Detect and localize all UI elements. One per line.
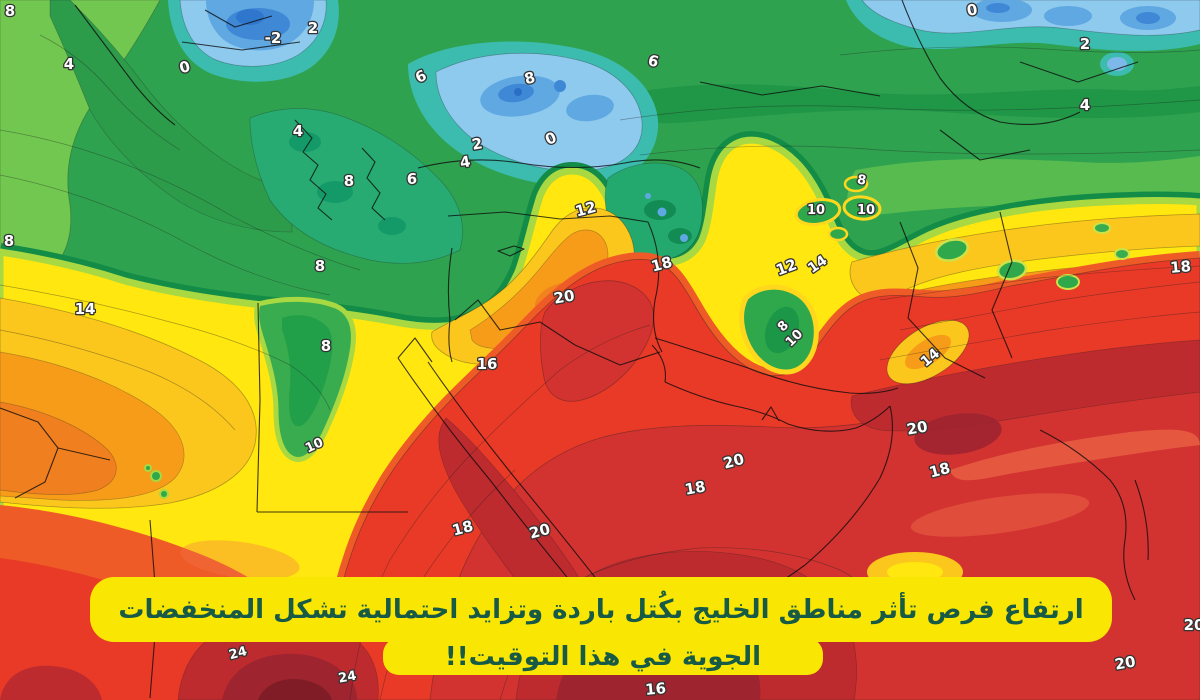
contour-label: 20 [905,417,929,438]
cold-pools-layer [168,0,1200,187]
headline-line-2: الجوية في هذا التوقيت!! [383,638,823,675]
contour-label: 20 [1113,652,1137,673]
contour-label: 20 [1184,616,1200,634]
contour-label: 16 [644,679,666,699]
contour-label: 16 [477,355,498,373]
contour-label: 24 [227,644,248,663]
contour-label: 2 [470,134,483,154]
contour-label: 8 [321,337,331,355]
contour-label: 24 [337,669,357,687]
contour-label: 4 [458,152,471,172]
contour-label: 10 [857,203,875,218]
contour-label: 6 [407,170,417,188]
contour-label: 20 [552,286,576,307]
green-tongues-layer [144,175,1130,499]
contour-label: 4 [293,122,303,140]
contour-label: 8 [315,257,325,275]
headline-line-1: ارتفاع فرص تأثر مناطق الخليج بكُتل باردة… [90,577,1112,642]
contour-label: 4 [64,55,74,73]
contour-label: 18 [683,477,707,498]
contour-label: 8 [4,232,14,250]
contour-label: 4 [1080,96,1090,114]
contour-label: 0 [965,0,978,20]
contour-label: 2 [308,19,318,37]
contour-label: -2 [265,29,282,47]
contour-label: 10 [807,203,825,218]
contour-label: 0 [177,57,192,77]
contour-label: 8 [5,2,15,20]
contour-label: 2 [1080,35,1090,53]
contour-label: 18 [1169,257,1191,277]
contour-label: 14 [75,300,96,318]
contour-label: 8 [856,172,868,188]
contour-label: 8 [344,172,354,190]
